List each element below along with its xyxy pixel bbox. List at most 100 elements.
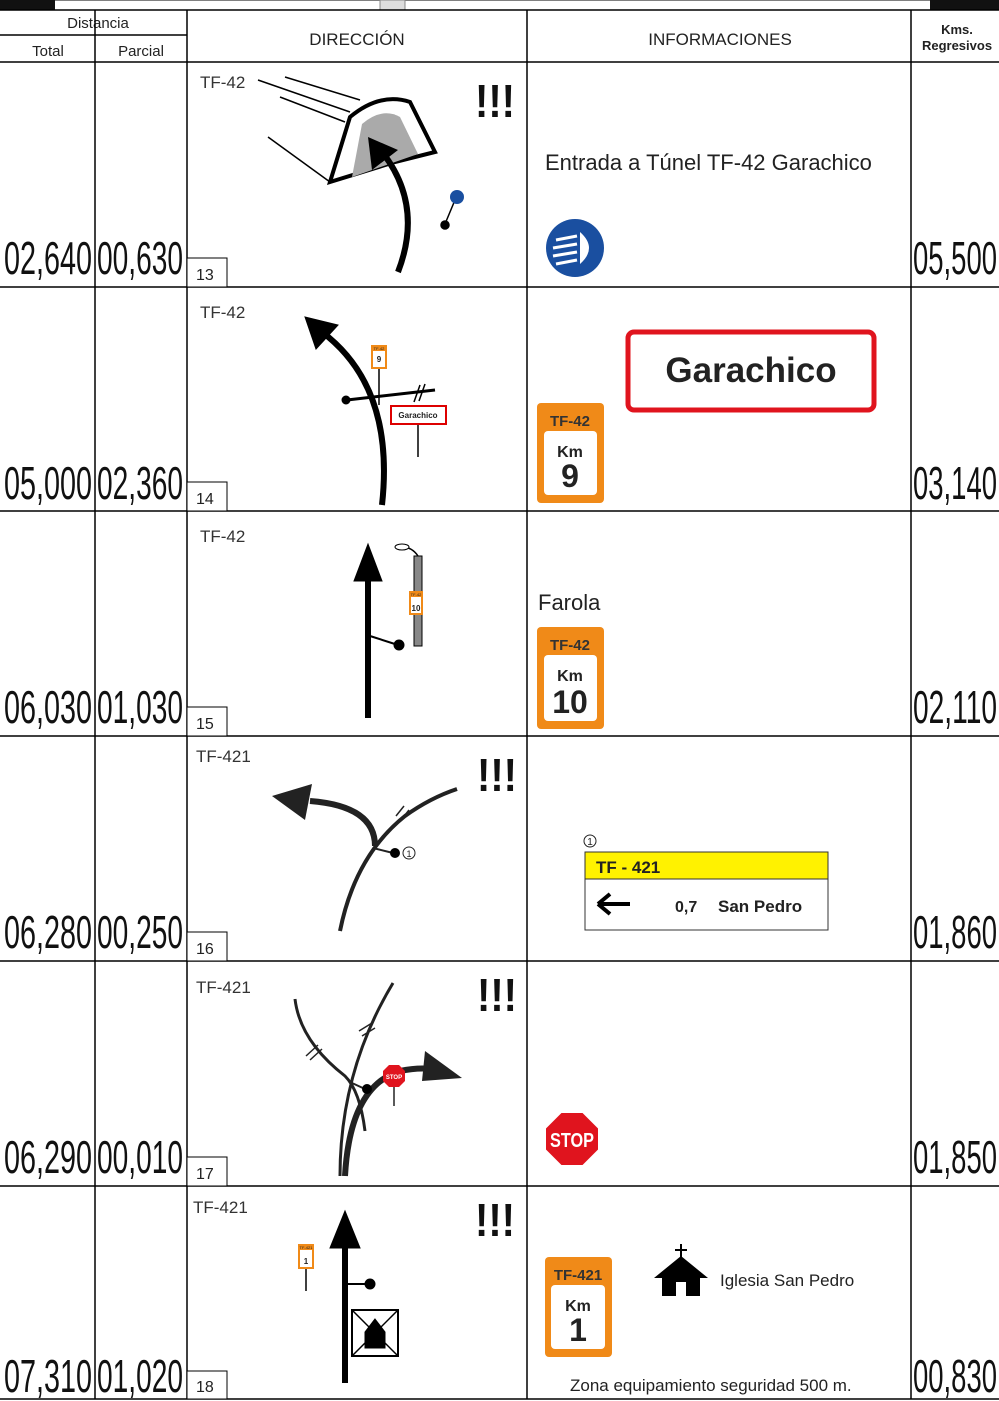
alert: !!! — [475, 75, 515, 127]
stop-sign-text: STOP — [550, 1130, 594, 1152]
church-diagram-part — [329, 1209, 361, 1249]
step-number: 15 — [196, 716, 214, 733]
fork-diagram-part — [395, 805, 405, 817]
tunnel-diagram-part — [257, 79, 351, 113]
fork-diagram — [272, 784, 597, 932]
road-label: TF-421 — [196, 978, 251, 997]
km-remaining: 05,500 — [913, 232, 997, 284]
table-header — [0, 9, 999, 63]
step-box — [186, 1156, 228, 1187]
landmark-text: Iglesia San Pedro — [720, 1271, 854, 1290]
direction-sign — [584, 851, 829, 931]
top-strip-part — [379, 0, 406, 11]
road-label: TF-421 — [196, 747, 251, 766]
partial-distance: 01,020 — [97, 1350, 183, 1401]
church-icon-part — [654, 1256, 708, 1296]
church-diagram-part — [300, 1250, 312, 1267]
partial-distance: 00,630 — [97, 232, 183, 284]
tunnel-diagram-part — [444, 199, 456, 225]
step-number: 17 — [196, 1166, 214, 1183]
table-grid — [0, 10, 999, 1400]
alert: !!! — [475, 1194, 515, 1246]
step-box — [186, 481, 228, 512]
row-15: 06,030 01,030 02,110 15 TF-42 TF-42 10 F… — [4, 527, 997, 737]
fork-diagram-part — [400, 809, 410, 821]
fork-diagram-part — [390, 848, 400, 858]
straight-diagram-part — [353, 542, 383, 582]
alert: !!! — [477, 749, 517, 801]
stop-diagram-part — [383, 1065, 405, 1087]
km-remaining: 00,830 — [913, 1350, 997, 1401]
fork-diagram-part — [338, 787, 458, 932]
junction-diagram-part — [373, 351, 385, 367]
info-text: Entrada a Túnel TF-42 Garachico — [545, 150, 872, 175]
stop-diagram-part — [544, 1111, 600, 1167]
step-box — [186, 706, 228, 737]
km-remaining: 01,850 — [913, 1131, 997, 1183]
km-sign — [537, 627, 604, 729]
place-sign — [625, 329, 877, 413]
total-distance: 07,310 — [4, 1350, 92, 1401]
road-label: TF-42 — [200, 527, 245, 546]
note-text: Zona equipamiento seguridad 500 m. — [570, 1376, 852, 1395]
junction-diagram-part — [390, 405, 447, 425]
diagram-ref: 1 — [406, 849, 411, 859]
straight-diagram-part — [393, 639, 405, 651]
junction-diagram-part — [304, 316, 339, 350]
junction-diagram-part — [413, 384, 421, 403]
header-distance: Distancia — [67, 15, 129, 32]
tunnel-diagram-part — [440, 220, 450, 230]
direction-distance: 0,7 — [675, 899, 697, 916]
church-diagram — [298, 1209, 399, 1383]
mini-km-number: 1 — [304, 1257, 309, 1266]
total-distance: 05,000 — [4, 457, 92, 509]
mini-km-number: 10 — [412, 604, 421, 613]
stop-diagram-part — [338, 982, 395, 1177]
fork-diagram-part — [372, 847, 394, 854]
headlight-icon-part-part — [555, 234, 578, 242]
mini-stop: STOP — [386, 1075, 402, 1081]
stop-diagram-part — [293, 998, 367, 1132]
fork-diagram-part — [583, 834, 597, 848]
junction-diagram-part — [341, 395, 351, 405]
direction-sign-part — [596, 892, 630, 916]
km-sign-part — [544, 431, 597, 495]
km-remaining: 01,860 — [913, 906, 997, 958]
tunnel-diagram-part — [279, 96, 346, 123]
total-distance: 06,030 — [4, 681, 92, 733]
junction-diagram-part — [418, 383, 426, 402]
mini-km-road: TF-421 — [300, 1245, 314, 1250]
direction-road: TF - 421 — [596, 858, 660, 877]
top-strip-part — [0, 0, 55, 10]
stop-diagram-part — [305, 1044, 319, 1057]
road-label: TF-42 — [200, 303, 245, 322]
stop-diagram — [293, 982, 600, 1177]
tunnel-diagram-part — [450, 190, 464, 204]
junction-diagram — [304, 316, 447, 506]
km-sign-number: 1 — [569, 1312, 587, 1348]
total-distance: 02,640 — [4, 232, 92, 284]
step-number: 16 — [196, 941, 214, 958]
headlight-icon-part-part — [552, 242, 578, 250]
km-sign-number: 10 — [552, 684, 588, 720]
km-sign-road: TF-421 — [554, 1267, 602, 1284]
junction-diagram-part — [346, 388, 436, 402]
partial-distance: 00,250 — [97, 906, 183, 958]
info-text: Farola — [538, 590, 601, 615]
step-number: 18 — [196, 1379, 214, 1396]
stop-diagram-part — [309, 1048, 323, 1061]
partial-distance: 01,030 — [97, 681, 183, 733]
tunnel-diagram-part — [375, 145, 411, 274]
km-sign-label: Km — [557, 444, 583, 461]
mini-km-road: TF-42 — [374, 346, 385, 351]
church-icon — [654, 1244, 708, 1296]
church-icon-part — [675, 1249, 687, 1251]
stop-diagram-part — [422, 1051, 462, 1081]
info-ref: 1 — [587, 837, 593, 848]
step-number: 13 — [196, 267, 214, 284]
total-distance: 06,280 — [4, 906, 92, 958]
direction-sign-part — [584, 851, 829, 880]
